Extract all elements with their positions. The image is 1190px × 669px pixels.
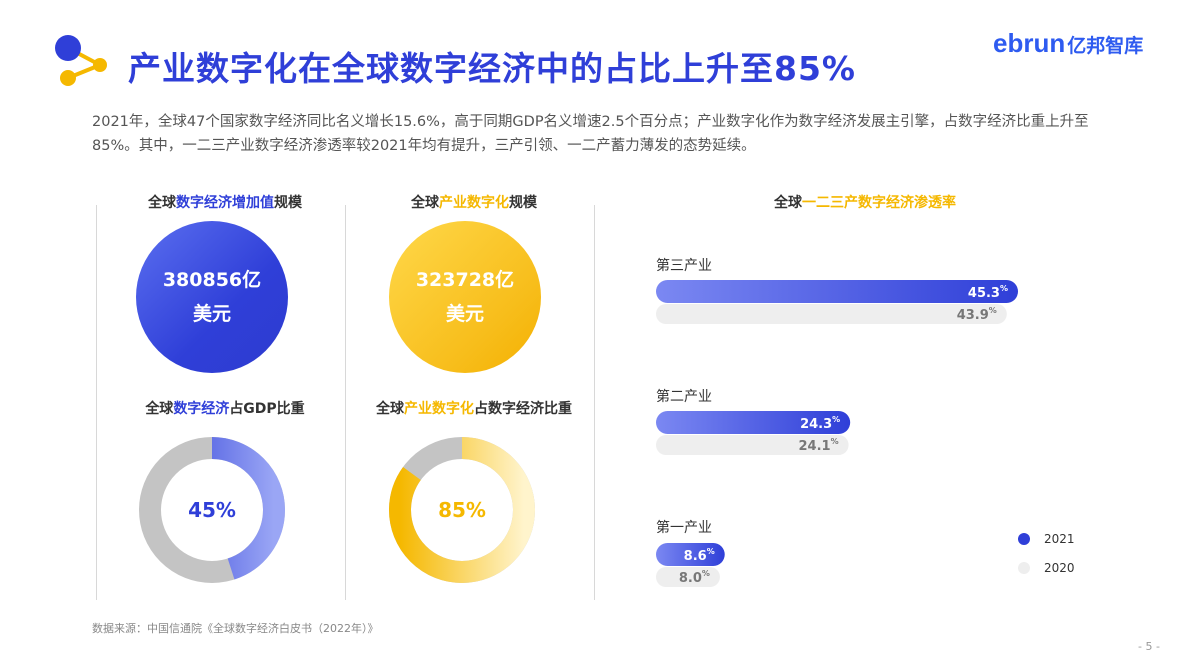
bar-category-label: 第二产业 (656, 388, 712, 405)
bubble-value: 323728亿 (415, 269, 515, 291)
logo-cn: 亿邦智库 (1067, 36, 1144, 57)
divider-right (594, 205, 595, 600)
label-share-yellow: 全球产业数字化占数字经济比重 (376, 401, 572, 417)
donut-value-blue: 45% (188, 498, 236, 522)
molecule-icon (55, 35, 107, 86)
intro-paragraph: 2021年，全球47个国家数字经济同比名义增长15.6%，高于同期GDP名义增速… (92, 114, 1089, 154)
divider-middle (345, 205, 346, 600)
divider-left (96, 205, 97, 600)
bar-2021 (656, 543, 725, 566)
bar-2020-label: 24.1% (798, 437, 838, 454)
bubble-industrial-digitalization: 323728亿 美元 (389, 221, 541, 373)
label-share-blue: 全球数字经济占GDP比重 (145, 401, 305, 417)
bubble-value: 380856亿 (162, 269, 262, 291)
bubble-digital-economy: 380856亿 美元 (136, 221, 288, 373)
donut-value-yellow: 85% (438, 498, 486, 522)
data-source: 数据来源：中国信通院《全球数字经济白皮书（2022年）》 (92, 622, 379, 635)
bar-2021-label: 45.3% (968, 284, 1008, 301)
legend-dot (1018, 562, 1030, 574)
bubble-unit: 美元 (445, 303, 484, 325)
donut-chart-digital-share (389, 437, 535, 583)
page-number: - 5 - (1138, 640, 1160, 653)
donut-value-arc (139, 437, 285, 583)
bubble-unit: 美元 (192, 303, 231, 325)
label-penetration: 全球一二三产数字经济渗透率 (774, 195, 956, 211)
bar-2020 (656, 435, 849, 455)
bar-2020 (656, 567, 720, 587)
legend-2021: 2021 (1018, 532, 1075, 546)
bar-category-label: 第三产业 (656, 257, 712, 274)
logo-en: ebrun (993, 28, 1066, 58)
bar-2020-label: 43.9% (957, 306, 997, 323)
bar-2021 (656, 280, 1018, 303)
bar-2021 (656, 411, 851, 434)
donut-chart-gdp-share (139, 437, 285, 583)
legend-2020: 2020 (1018, 561, 1075, 575)
bar-2020 (656, 304, 1007, 324)
bar-category-label: 第一产业 (656, 519, 712, 536)
donut-value-arc (389, 437, 535, 583)
ebrun-logo: ebrun 亿邦智库 (993, 28, 1143, 59)
legend-dot (1018, 533, 1030, 545)
bar-2021-label: 24.3% (800, 415, 840, 432)
page-title: 产业数字化在全球数字经济中的占比上升至85% (128, 49, 856, 88)
label-scale-yellow: 全球产业数字化规模 (411, 195, 537, 211)
label-scale-blue: 全球数字经济增加值规模 (148, 195, 302, 211)
